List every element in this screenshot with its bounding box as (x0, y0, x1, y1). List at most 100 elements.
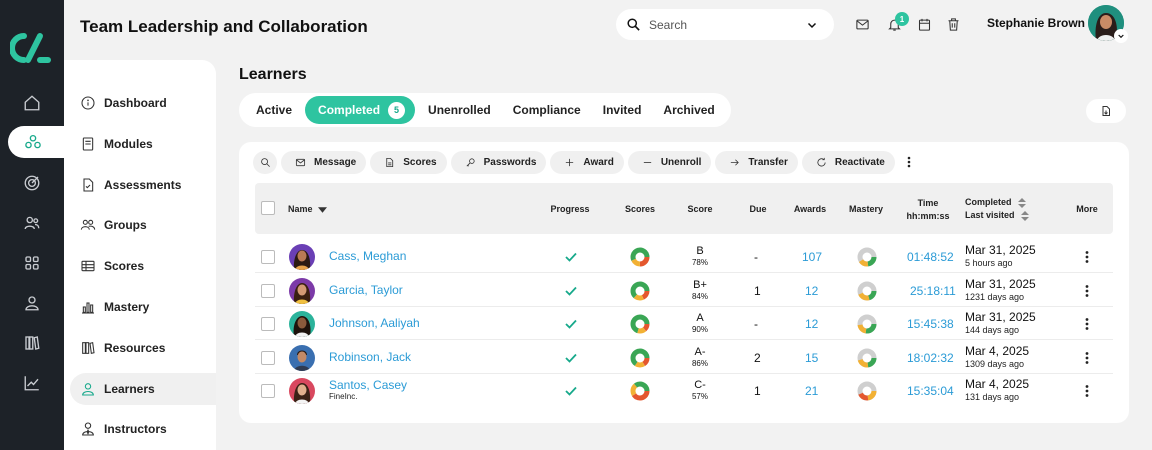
tab-compliance[interactable]: Compliance (502, 96, 592, 124)
row-checkbox[interactable] (261, 316, 275, 331)
learner-name-link[interactable]: Santos, Casey (329, 378, 408, 392)
more-actions-icon[interactable] (902, 152, 916, 172)
table-row[interactable]: Garcia, Taylor B+ 84% 1 12 25:18:11 Mar … (255, 274, 1113, 307)
awards-link[interactable]: 21 (805, 383, 819, 398)
row-checkbox[interactable] (261, 249, 275, 264)
learner-name-link[interactable]: Garcia, Taylor (329, 283, 403, 297)
column-header-name[interactable]: Name (288, 203, 327, 216)
sidebar-item-resources[interactable]: Resources (70, 332, 216, 364)
sidebar-item-instructors[interactable]: Instructors (70, 413, 216, 445)
scores-donut-icon[interactable] (630, 274, 650, 307)
scores-donut-icon[interactable] (630, 240, 650, 273)
scores-donut-icon[interactable] (630, 374, 650, 407)
sidebar-item-mastery[interactable]: Mastery (70, 291, 216, 323)
tab-archived[interactable]: Archived (652, 96, 725, 124)
unenroll-button[interactable]: Unenroll (627, 150, 712, 174)
cluster-icon (25, 134, 41, 149)
table-search-button[interactable] (253, 150, 277, 174)
user-name[interactable]: Stephanie Brown (987, 16, 1086, 30)
message-button[interactable]: Message (281, 150, 367, 174)
rail-courses-tab[interactable] (8, 126, 64, 158)
learner-name-link[interactable]: Johnson, Aaliyah (329, 316, 420, 330)
grade-percent: 57% (691, 391, 708, 401)
column-header-score: Score (687, 204, 713, 214)
avatar[interactable] (1088, 5, 1124, 41)
grid-icon[interactable] (20, 251, 44, 275)
sidebar-item-label: Groups (104, 218, 147, 232)
app-logo[interactable] (10, 30, 54, 66)
table-row[interactable]: Cass, Meghan B 78% - 107 01:48:52 Mar 31… (255, 240, 1113, 273)
learner-name-link[interactable]: Robinson, Jack (329, 350, 412, 364)
table-row[interactable]: Santos, Casey FineInc. C- 57% 1 21 15:35… (255, 374, 1113, 407)
target-icon[interactable] (20, 171, 44, 195)
calendar-icon[interactable] (914, 14, 934, 34)
passwords-button[interactable]: Passwords (450, 150, 547, 174)
select-all-checkbox[interactable] (261, 201, 275, 215)
row-more-icon[interactable] (1085, 240, 1089, 273)
sidebar-item-groups[interactable]: Groups (70, 209, 216, 241)
table-row[interactable]: Robinson, Jack A- 86% 2 15 18:02:32 Mar … (255, 341, 1113, 374)
user-menu-chevron-icon[interactable] (1114, 29, 1128, 43)
plus-icon (566, 158, 574, 166)
export-button[interactable] (1086, 99, 1126, 123)
mastery-donut-icon[interactable] (857, 274, 877, 307)
books-icon[interactable] (20, 331, 44, 355)
tab-invited[interactable]: Invited (592, 96, 653, 124)
row-more-icon[interactable] (1085, 341, 1089, 374)
reactivate-button[interactable]: Reactivate (801, 150, 895, 174)
mastery-donut-icon[interactable] (857, 307, 877, 340)
scores-button[interactable]: Scores (370, 150, 447, 174)
column-header-name-label: Name (288, 204, 313, 214)
awards-link[interactable]: 15 (805, 350, 819, 365)
search-box[interactable] (616, 9, 834, 40)
time-link[interactable]: 25:18:11 (910, 283, 956, 298)
row-checkbox[interactable] (261, 283, 275, 298)
table-row[interactable]: Johnson, Aaliyah A 90% - 12 15:45:38 Mar… (255, 307, 1113, 340)
home-icon[interactable] (20, 91, 44, 115)
mastery-donut-icon[interactable] (857, 240, 877, 273)
chevron-down-icon[interactable] (800, 13, 824, 37)
analytics-icon[interactable] (20, 371, 44, 395)
row-more-icon[interactable] (1085, 274, 1089, 307)
column-header-completed[interactable]: Completed Last visited (965, 196, 1029, 222)
column-header-time: Time hh:mm:ss (898, 197, 958, 223)
mastery-donut-icon[interactable] (857, 374, 877, 407)
row-checkbox[interactable] (261, 350, 275, 365)
scores-donut-icon[interactable] (630, 341, 650, 374)
sidebar-item-scores[interactable]: Scores (70, 250, 216, 282)
time-link[interactable]: 15:45:38 (907, 316, 954, 331)
profile-icon[interactable] (20, 291, 44, 315)
completed-date: Mar 4, 2025 (965, 376, 1030, 391)
people-icon[interactable] (20, 211, 44, 235)
completed-date: Mar 31, 2025 (965, 242, 1036, 257)
search-input[interactable] (649, 17, 799, 32)
awards-link[interactable]: 107 (802, 249, 823, 264)
mail-icon[interactable] (852, 14, 872, 34)
learner-name-link[interactable]: Cass, Meghan (329, 249, 407, 263)
row-more-icon[interactable] (1085, 307, 1089, 340)
scores-donut-icon[interactable] (630, 307, 650, 340)
awards-link[interactable]: 12 (805, 316, 819, 331)
time-link[interactable]: 01:48:52 (907, 249, 954, 264)
sidebar-item-dashboard[interactable]: Dashboard (70, 87, 216, 119)
time-link[interactable]: 15:35:04 (907, 383, 954, 398)
mastery-donut-icon[interactable] (857, 341, 877, 374)
award-button[interactable]: Award (550, 150, 624, 174)
progress-check-icon (565, 341, 577, 374)
sidebar-item-modules[interactable]: Modules (70, 128, 216, 160)
tab-completed[interactable]: Completed 5 (305, 96, 416, 124)
tab-unenrolled[interactable]: Unenrolled (417, 96, 502, 124)
user-icon (82, 383, 94, 396)
trash-icon[interactable] (943, 14, 963, 34)
awards-link[interactable]: 12 (805, 283, 819, 298)
row-more-icon[interactable] (1085, 374, 1089, 407)
column-header-time-format: hh:mm:ss (906, 211, 950, 221)
tab-active[interactable]: Active (245, 96, 303, 124)
transfer-button[interactable]: Transfer (715, 150, 798, 174)
sidebar-item-assessments[interactable]: Assessments (70, 169, 216, 201)
time-link[interactable]: 18:02:32 (907, 350, 954, 365)
sidebar-item-learners[interactable]: Learners (70, 373, 216, 405)
due-count: 1 (754, 283, 761, 298)
row-checkbox[interactable] (261, 383, 275, 398)
column-header-scores: Scores (624, 204, 656, 214)
